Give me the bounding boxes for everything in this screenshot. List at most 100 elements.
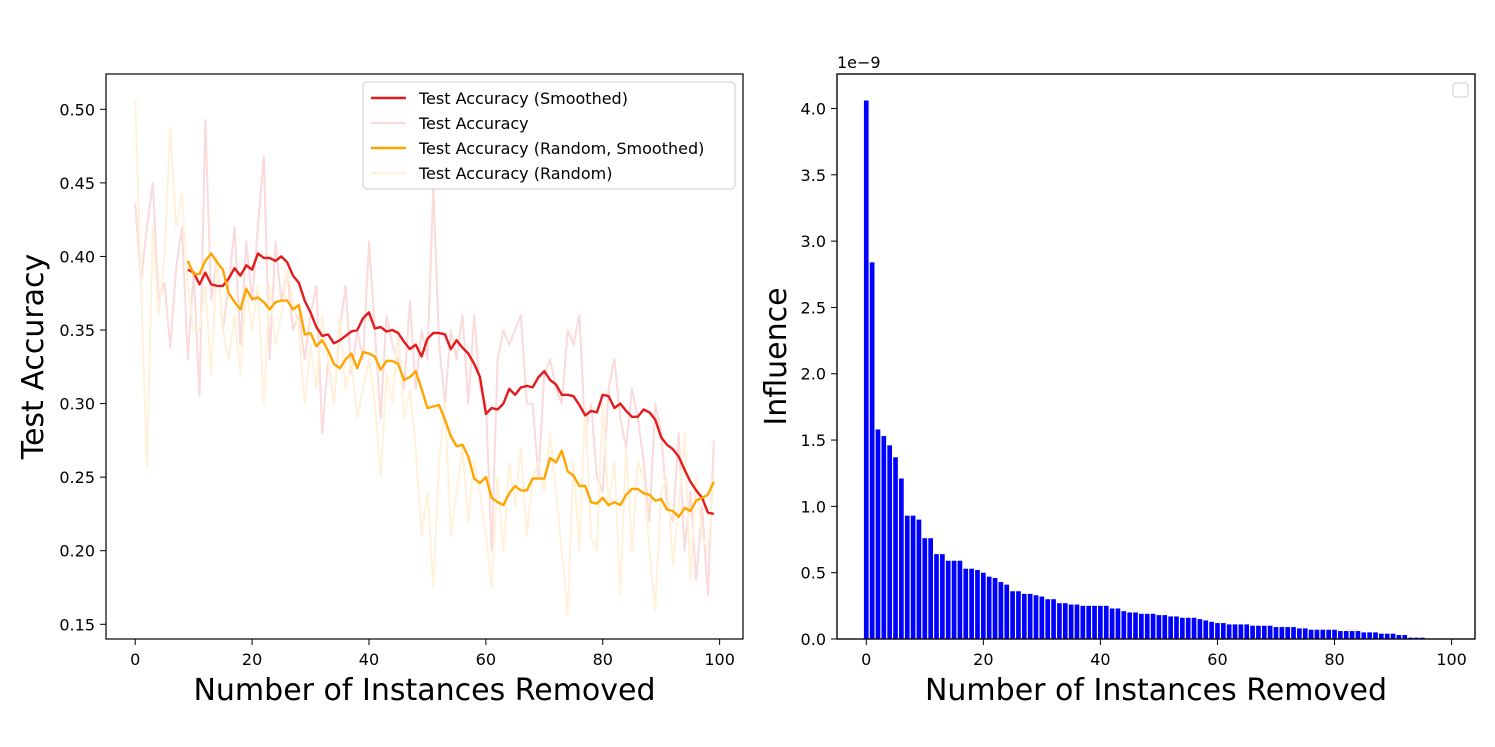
influence-bar (1220, 623, 1226, 639)
influence-bar (1273, 627, 1279, 639)
influence-bar (1384, 633, 1390, 639)
legend-label: Test Accuracy (418, 114, 529, 133)
y-tick-label: 0.20 (59, 542, 95, 561)
influence-bar (904, 515, 910, 639)
influence-bar (1121, 611, 1127, 639)
accuracy-series-lines (134, 98, 715, 615)
influence-bar (1098, 605, 1103, 639)
influence-bar (1127, 612, 1132, 639)
influence-bar (1419, 637, 1425, 639)
influence-plot-area (836, 73, 1476, 640)
x-tick-label: 80 (593, 650, 613, 669)
influence-bar (1355, 631, 1361, 639)
influence-bar (1021, 593, 1027, 639)
influence-bar (1373, 632, 1378, 639)
influence-bar (1390, 633, 1396, 639)
x-tick-label: 20 (973, 650, 993, 669)
y-tick-label: 0.25 (59, 468, 95, 487)
influence-bar (1250, 625, 1255, 639)
accuracy-y-axis-label: Test Accuracy (16, 254, 51, 461)
influence-bar (1215, 623, 1220, 639)
accuracy-legend: Test Accuracy (Smoothed) Test Accuracy Tes… (362, 81, 736, 190)
y-tick-label: 1.5 (801, 431, 826, 450)
series-line-1 (187, 252, 715, 516)
influence-bar (875, 429, 881, 639)
influence-bar (1103, 605, 1109, 639)
influence-bar (881, 436, 887, 639)
influence-bar (969, 568, 974, 639)
influence-bar (963, 568, 969, 639)
influence-bar (922, 538, 928, 639)
y-tick-label: 3.5 (801, 166, 826, 185)
influence-bar (1203, 620, 1209, 639)
influence-bar (1139, 613, 1144, 639)
legend-label: Test Accuracy (Random, Smoothed) (418, 139, 704, 158)
influence-bar (1168, 616, 1173, 639)
y-tick-label: 0.45 (59, 174, 95, 193)
y-tick-label: 0.5 (801, 564, 826, 583)
influence-bar (980, 572, 986, 639)
x-tick-label: 60 (476, 650, 496, 669)
y-tick-label: 4.0 (801, 99, 826, 118)
y-tick-label: 0.50 (59, 100, 95, 119)
influence-bar (1244, 624, 1250, 639)
influence-bar (869, 262, 875, 639)
y-tick-label: 1.0 (801, 497, 826, 516)
influence-bar (1074, 604, 1080, 639)
influence-y-axis-label: Influence (759, 287, 794, 425)
y-tick-label: 0.35 (59, 321, 95, 340)
influence-bar (1045, 599, 1051, 639)
influence-bar (1238, 624, 1244, 639)
influence-bar (1267, 625, 1273, 639)
legend-label: Test Accuracy (Random) (418, 164, 612, 183)
influence-bar (928, 538, 933, 639)
x-tick-label: 20 (242, 650, 262, 669)
influence-axis-ticks: 0 20 40 60 80 100 0.0 0.5 1.0 1.5 2.0 2.5 3.0 3.5 4.0 (801, 99, 1467, 669)
influence-bar (1185, 617, 1191, 639)
influence-offset-text: 1e−9 (837, 53, 881, 72)
x-tick-label: 100 (1436, 650, 1467, 669)
influence-bar (945, 560, 951, 639)
influence-bar (1180, 617, 1185, 639)
accuracy-axis-ticks: 0 20 40 60 80 100 0.15 0.20 0.25 0.30 0.35 0.40 0.45… (59, 100, 735, 669)
influence-bar (1414, 637, 1419, 639)
influence-bar (1080, 605, 1086, 639)
influence-bar (1051, 599, 1056, 639)
influence-chart: 0 20 40 60 80 1000.00.51.01.52.02.53.03.54.0 … (759, 53, 1476, 708)
influence-bar (1197, 619, 1203, 639)
influence-bar (1396, 635, 1402, 639)
influence-bar (1402, 635, 1408, 639)
influence-bar (1226, 624, 1232, 639)
influence-bar (1343, 631, 1349, 639)
influence-bar (1057, 603, 1062, 639)
influence-bar (1068, 604, 1074, 639)
influence-bar (1115, 608, 1121, 639)
influence-bar (1232, 624, 1238, 639)
influence-bar (1302, 628, 1308, 639)
influence-bar (1062, 603, 1068, 639)
influence-bar (899, 478, 904, 639)
influence-bar (1308, 629, 1314, 639)
influence-bar (1256, 625, 1261, 639)
influence-bar (1004, 584, 1010, 639)
influence-bar (1191, 617, 1197, 639)
influence-x-axis-label: Number of Instances Removed (925, 673, 1387, 708)
influence-bar (893, 457, 898, 639)
influence-bar (1010, 591, 1015, 639)
y-tick-label: 0.30 (59, 395, 95, 414)
influence-bar (887, 445, 893, 639)
influence-bar (1314, 629, 1320, 639)
influence-bar (1209, 621, 1214, 639)
influence-bar (1144, 613, 1150, 639)
influence-bar (863, 100, 869, 639)
influence-bar (1408, 637, 1413, 639)
influence-bar (1279, 627, 1285, 639)
influence-bar (1174, 616, 1179, 639)
influence-bar (992, 577, 998, 639)
influence-bar (910, 515, 916, 639)
legend-box (362, 81, 736, 190)
influence-bar (1150, 613, 1156, 639)
series-line-3 (186, 252, 715, 519)
influence-bar (1133, 612, 1138, 639)
